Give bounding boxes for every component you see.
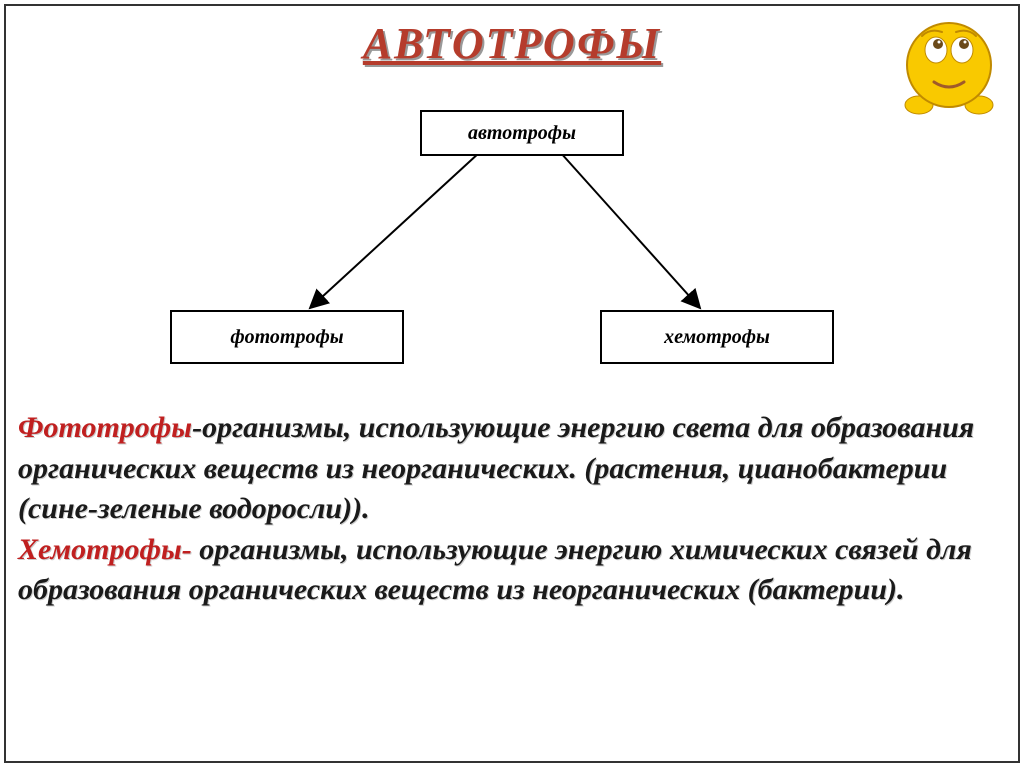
slide-title: АВТОТРОФЫ xyxy=(0,18,1024,69)
node-root-label: автотрофы xyxy=(468,122,576,145)
body-text: Фототрофы-организмы, использующие энерги… xyxy=(18,408,984,611)
node-right-label: хемотрофы xyxy=(664,326,770,349)
edge-right xyxy=(560,152,700,308)
term-phototrophs: Фототрофы xyxy=(18,411,192,444)
node-left: фототрофы xyxy=(170,310,404,364)
node-left-label: фототрофы xyxy=(230,326,343,349)
term-chemotrophs: Хемотрофы- xyxy=(18,533,192,566)
title-text: АВТОТРОФЫ xyxy=(363,19,661,68)
edge-left xyxy=(310,152,480,308)
node-right: хемотрофы xyxy=(600,310,834,364)
emoji-decoration xyxy=(894,10,1004,120)
autotroph-diagram: автотрофы фототрофы хемотрофы xyxy=(120,100,900,380)
node-root: автотрофы xyxy=(420,110,624,156)
